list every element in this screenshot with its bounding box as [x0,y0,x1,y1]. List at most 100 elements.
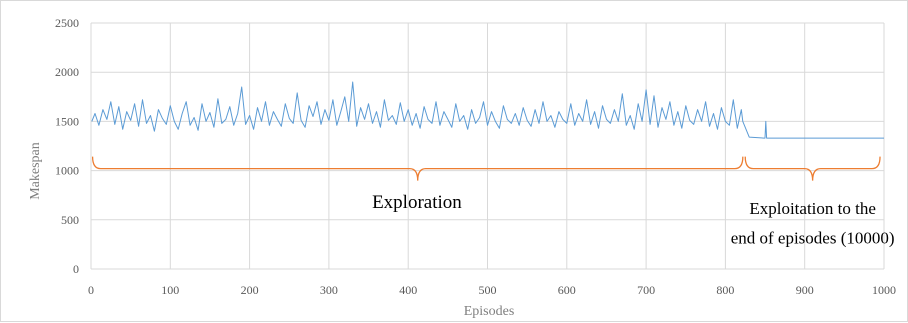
data-point [387,119,390,122]
data-point [653,94,656,97]
data-point [141,98,144,101]
data-point [181,112,184,115]
data-point [664,118,667,121]
x-tick-label: 900 [796,283,814,297]
y-tick-label: 500 [61,213,79,227]
data-point [343,95,346,98]
data-point [676,110,679,113]
x-tick-label: 200 [241,283,259,297]
data-point [843,137,846,140]
data-point [339,110,342,113]
data-point [212,126,215,129]
data-point [609,122,612,125]
data-point [514,112,517,115]
data-point [323,108,326,111]
data-point [561,118,564,121]
data-point [641,120,644,123]
data-point [649,123,652,126]
data-point [185,100,188,103]
data-point [462,114,465,117]
data-point [403,120,406,123]
data-point [260,120,263,123]
data-point [466,128,469,131]
data-point [189,124,192,127]
data-point [355,125,358,128]
data-point [526,119,529,122]
data-point [145,122,148,125]
annotation-label: Exploration [372,192,462,213]
data-point [288,117,291,120]
data-point [94,112,97,115]
data-point [197,129,200,132]
data-point [351,81,354,84]
data-point [490,110,493,113]
annotation-group: Exploration Exploitation to the end of epi… [372,192,894,247]
data-point [553,126,556,129]
data-point [359,106,362,109]
data-point [137,125,140,128]
data-point [458,120,461,123]
data-point [153,130,156,133]
data-point [193,116,196,119]
data-point [494,120,497,123]
data-point [633,128,636,131]
data-point [728,124,731,127]
x-tick-label: 1000 [872,283,896,297]
data-point [113,123,116,126]
data-point [708,125,711,128]
data-point [327,119,330,122]
data-point [292,122,295,125]
data-point [236,112,239,115]
data-point [133,102,136,105]
data-point [363,118,366,121]
data-point [486,124,489,127]
data-point [244,123,247,126]
data-point [688,119,691,122]
data-point [645,88,648,91]
data-point [581,120,584,123]
data-point [391,114,394,117]
data-point [272,110,275,113]
data-point [506,118,509,121]
data-point [597,127,600,130]
data-point [201,102,204,105]
data-point [205,120,208,123]
data-point [470,108,473,111]
data-point [268,124,271,127]
data-point [478,116,481,119]
data-point [534,108,537,111]
data-point [109,100,112,103]
x-tick-label: 800 [716,283,734,297]
x-tick-label: 700 [637,283,655,297]
y-tick-label: 2000 [55,65,79,79]
data-point [668,100,671,103]
data-point [700,120,703,123]
data-point [121,128,124,131]
series-group [91,81,884,140]
data-point [308,104,311,107]
data-point [165,123,168,126]
data-point [312,115,315,118]
data-point [565,122,568,125]
data-point [284,102,287,105]
data-point [256,106,259,109]
data-point [577,112,580,115]
data-point [613,108,616,111]
data-point [621,92,624,95]
data-point [264,100,267,103]
data-point [740,108,743,111]
data-point [296,91,299,94]
data-point [411,124,414,127]
data-point [629,114,632,117]
data-point [208,111,211,114]
curly-brace [91,156,744,181]
data-point [399,101,402,104]
data-point [530,125,533,128]
y-tick-label: 0 [73,262,79,276]
data-point [129,119,132,122]
data-point [741,120,744,123]
data-point [446,118,449,121]
curly-brace [744,156,881,181]
